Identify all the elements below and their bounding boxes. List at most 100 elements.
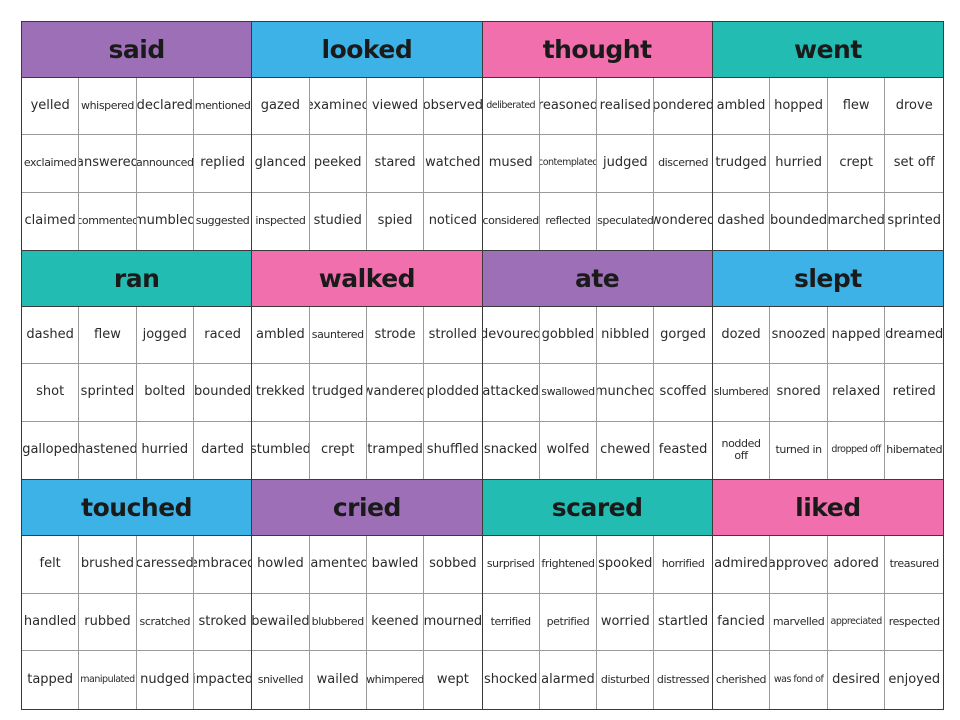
section-header-thought: thought bbox=[482, 22, 712, 78]
word-cell: stared bbox=[366, 135, 425, 193]
word-cell: mused bbox=[482, 135, 540, 193]
word-cell: flew bbox=[79, 307, 137, 365]
word-cell: turned in bbox=[770, 421, 828, 479]
word-cell: wept bbox=[436, 671, 469, 687]
word-cell: studied bbox=[310, 192, 367, 250]
word-cell: napped bbox=[827, 307, 886, 365]
word-cell: lamented bbox=[309, 536, 367, 594]
word-cell: surprised bbox=[482, 536, 540, 594]
word-cell: spied bbox=[367, 192, 425, 250]
word-grid-ate: devoured gobbled nibbled gorged attacked swal… bbox=[482, 307, 712, 479]
word-cell: replied bbox=[193, 135, 252, 193]
word-cell: hopped bbox=[770, 78, 828, 136]
section-slept: slept dozed snoozed napped dreamed slumbered s… bbox=[712, 251, 943, 480]
word-cell: drove bbox=[885, 78, 943, 136]
word-cell: shot bbox=[22, 364, 80, 422]
word-cell: ambled bbox=[712, 78, 771, 136]
word-cell: treasured bbox=[885, 536, 943, 594]
word-cell: embraced bbox=[193, 536, 252, 594]
word-cell: declared bbox=[136, 78, 194, 136]
word-cell: sprinted bbox=[887, 212, 941, 228]
word-cell: judged bbox=[597, 135, 655, 193]
word-cell: bewailed bbox=[252, 593, 310, 652]
word-cell: hibernated bbox=[886, 443, 943, 456]
word-cell: snacked bbox=[483, 421, 540, 479]
section-title: touched bbox=[81, 493, 193, 522]
word-cell: wolfed bbox=[540, 421, 598, 479]
word-cell: contemplated bbox=[539, 135, 598, 193]
word-cell: dashed bbox=[713, 192, 771, 250]
word-cell: snoozed bbox=[770, 307, 828, 365]
section-title: scared bbox=[551, 493, 643, 522]
word-cell: marvelled bbox=[770, 593, 828, 652]
word-cell: strode bbox=[366, 307, 425, 365]
word-cell: nudged bbox=[137, 651, 194, 709]
word-grid-liked: admired approved adored treasured fancied mar… bbox=[712, 536, 943, 709]
word-cell: howled bbox=[252, 536, 310, 594]
word-cell: felt bbox=[22, 536, 80, 594]
word-cell: marched bbox=[828, 192, 886, 250]
word-grid-cried: howled lamented bawled sobbed bewailed blubbe… bbox=[252, 536, 482, 709]
word-cell: inspected bbox=[252, 192, 310, 250]
word-cell: sobbed bbox=[424, 536, 482, 594]
word-grid-went: ambled hopped flew drove trudged hurried crept… bbox=[712, 78, 943, 250]
section-ate: ate devoured gobbled nibbled gorged attacked s… bbox=[482, 251, 713, 480]
section-title: ran bbox=[113, 264, 160, 293]
word-cell: tramped bbox=[367, 421, 425, 479]
word-cell: relaxed bbox=[827, 364, 886, 422]
word-cell: was fond of bbox=[770, 651, 828, 709]
word-cell: plodded bbox=[424, 364, 482, 422]
word-cell: retired bbox=[885, 364, 943, 422]
section-header-slept: slept bbox=[712, 251, 943, 307]
word-cell: reflected bbox=[540, 192, 598, 250]
word-cell: sprinted bbox=[79, 364, 137, 422]
word-cell: gorged bbox=[654, 307, 712, 365]
word-cell: approved bbox=[770, 536, 828, 594]
word-cell: adored bbox=[827, 536, 886, 594]
word-grid-thought: deliberated reasoned realised pondered mused… bbox=[482, 78, 712, 250]
word-cell: stroked bbox=[193, 594, 252, 652]
word-cell: suggested bbox=[195, 214, 250, 227]
word-cell: slumbered bbox=[712, 364, 771, 422]
word-cell: disturbed bbox=[597, 651, 655, 709]
word-cell: keened bbox=[366, 593, 425, 652]
word-cell: impacted bbox=[193, 671, 252, 687]
word-grid-walked: ambled sauntered strode strolled trekked trud… bbox=[252, 307, 482, 479]
word-cell: dreamed bbox=[885, 307, 943, 365]
word-cell: answered bbox=[79, 135, 137, 193]
word-cell: wailed bbox=[310, 651, 367, 709]
word-cell: wondered bbox=[654, 212, 712, 228]
word-cell: crept bbox=[310, 421, 367, 479]
word-cell: manipulated bbox=[79, 651, 137, 709]
word-cell: noticed bbox=[428, 212, 477, 228]
word-cell: nibbled bbox=[597, 307, 655, 365]
word-cell: fancied bbox=[712, 593, 771, 652]
section-header-touched: touched bbox=[22, 480, 252, 536]
word-cell: petrified bbox=[539, 593, 598, 652]
section-title: cried bbox=[332, 493, 402, 522]
word-cell: brushed bbox=[79, 536, 137, 594]
section-cried: cried howled lamented bawled sobbed bewailed b… bbox=[252, 480, 483, 709]
word-cell: cherished bbox=[713, 651, 771, 709]
word-cell: munched bbox=[597, 364, 655, 422]
word-cell: frightened bbox=[539, 536, 598, 594]
word-cell: speculated bbox=[597, 192, 655, 250]
word-cell: desired bbox=[828, 651, 886, 709]
section-touched: touchedfeltbrushedcaressedembraced handle… bbox=[22, 480, 253, 709]
word-cell: exclaimed bbox=[22, 135, 80, 193]
word-cell: hurried bbox=[770, 135, 828, 193]
word-cell: handled bbox=[22, 593, 80, 652]
word-cell: attacked bbox=[482, 364, 540, 422]
section-header-went: went bbox=[712, 22, 943, 78]
word-cell: dropped off bbox=[828, 421, 886, 479]
section-said: said yelled whispered declared mentioned excl… bbox=[22, 22, 253, 251]
section-ran: ran dashed flew jogged raced shot sprinted bolt… bbox=[22, 251, 253, 480]
word-cell: whispered bbox=[79, 78, 137, 136]
word-cell: snored bbox=[770, 364, 828, 422]
word-cell: viewed bbox=[366, 78, 425, 136]
word-cell: considered bbox=[483, 192, 540, 250]
word-cell: trudged bbox=[309, 364, 367, 422]
word-cell: stumbled bbox=[252, 421, 310, 479]
word-cell: shuffled bbox=[426, 441, 479, 457]
word-grid-looked: gazedexaminedviewedobserved glancedpeeked… bbox=[252, 78, 482, 250]
